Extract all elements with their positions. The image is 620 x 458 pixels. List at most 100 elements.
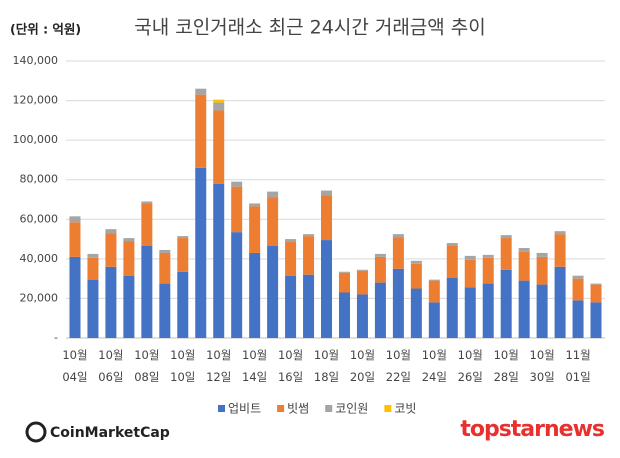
bar-segment [213, 99, 225, 103]
bar-segment [159, 283, 171, 338]
bar-segment [267, 245, 279, 338]
bar-segment [392, 268, 404, 338]
legend-label: 빗썸 [287, 402, 309, 416]
bar-segment [590, 284, 602, 303]
bar-segment [518, 280, 530, 338]
bar-segment [356, 294, 368, 338]
bar-segment [500, 238, 512, 270]
x-tick-label: 10월 10일 [170, 348, 196, 384]
bar-segment [87, 279, 99, 338]
bar-segment [338, 271, 350, 273]
bar-segment [177, 271, 189, 338]
y-tick-label: 120,000 [13, 94, 59, 107]
bar-segment [69, 256, 81, 338]
bar-segment [464, 287, 476, 338]
bar-segment [159, 252, 171, 284]
bar-segment [536, 256, 548, 285]
bar-segment [321, 190, 333, 196]
bar-segment [356, 269, 368, 271]
bar-segment [572, 275, 584, 279]
bar-segment [500, 269, 512, 338]
x-tick-label: 10월 20일 [349, 348, 376, 384]
bar-segment [338, 292, 350, 338]
bar-segment [87, 253, 99, 258]
bar-segment [518, 247, 530, 252]
bar-segment [213, 102, 225, 111]
bar-segment [392, 237, 404, 269]
bar-segment [87, 257, 99, 280]
bar-segment [231, 186, 243, 233]
bar-segment [482, 283, 494, 338]
y-tick-label: 100,000 [13, 133, 59, 146]
bar-segment [536, 284, 548, 338]
bar-segment [428, 279, 440, 281]
bar-segment [446, 277, 458, 338]
unit-label: (단위 : 억원) [10, 22, 81, 37]
bar-segment [554, 231, 566, 235]
x-tick-label: 10월 12일 [206, 348, 232, 384]
bar-segment [374, 256, 386, 283]
legend-swatch [277, 405, 285, 412]
bar-segment [464, 255, 476, 260]
y-tick-label: 20,000 [20, 291, 59, 304]
x-tick-label: 10월 22일 [385, 348, 411, 384]
bar-segment [105, 266, 117, 338]
bar-segment [590, 302, 602, 338]
bar-segment [285, 242, 297, 276]
x-tick-label: 10월 24일 [421, 348, 447, 384]
bar-segment [482, 254, 494, 258]
x-tick-label: 10월 18일 [313, 348, 340, 384]
bar-segment [554, 234, 566, 267]
bar-segment [482, 257, 494, 284]
x-tick-label: 10월 06일 [98, 348, 124, 384]
bar-segment [392, 234, 404, 238]
bar-segment [536, 252, 548, 257]
bar-segment [303, 274, 315, 338]
legend-label: 코빗 [394, 402, 416, 416]
x-tick-label: 10월 26일 [457, 348, 483, 384]
bar-segment [267, 197, 279, 246]
legend-label: 코인원 [335, 402, 368, 416]
bar-segment [321, 240, 333, 338]
bar-segment [410, 263, 422, 289]
bar-segment [303, 234, 315, 237]
legend-swatch [218, 405, 225, 412]
bar-segment [141, 245, 153, 338]
bar-segment [356, 270, 368, 295]
bar-segment [374, 282, 386, 338]
bar-segment [410, 260, 422, 264]
bar-segment [177, 236, 189, 239]
bar-segment [446, 245, 458, 278]
bar-segment [195, 88, 207, 95]
logo-icon [25, 421, 47, 443]
bar-segment [141, 201, 153, 204]
bar-segment [267, 191, 279, 198]
bar-segment [249, 206, 261, 253]
bar-segment [159, 249, 171, 253]
bar-segment [500, 235, 512, 239]
bar-segment [105, 233, 117, 267]
bar-segment [141, 203, 153, 246]
bar-segment [177, 238, 189, 272]
bar-segment [374, 253, 386, 257]
y-tick-label: 140,000 [13, 54, 59, 67]
y-tick-label: 40,000 [20, 252, 59, 265]
x-tick-label: 10월 04일 [62, 348, 88, 384]
x-tick-label: 10월 16일 [277, 348, 304, 384]
bar-segment [195, 94, 207, 168]
x-tick-label: 11월 01일 [565, 348, 591, 384]
bar-segment [249, 203, 261, 207]
bar-segment [554, 266, 566, 338]
bar-segment [213, 183, 225, 338]
bar-segment [285, 239, 297, 243]
bar-segment [464, 259, 476, 288]
bar-segment [446, 243, 458, 246]
x-tick-label: 10월 28일 [493, 348, 519, 384]
bar-segment [321, 195, 333, 241]
x-tick-label: 10월 30일 [529, 348, 555, 384]
bar-segment [123, 238, 135, 242]
bar-segment [428, 280, 440, 303]
legend-swatch [325, 405, 333, 412]
